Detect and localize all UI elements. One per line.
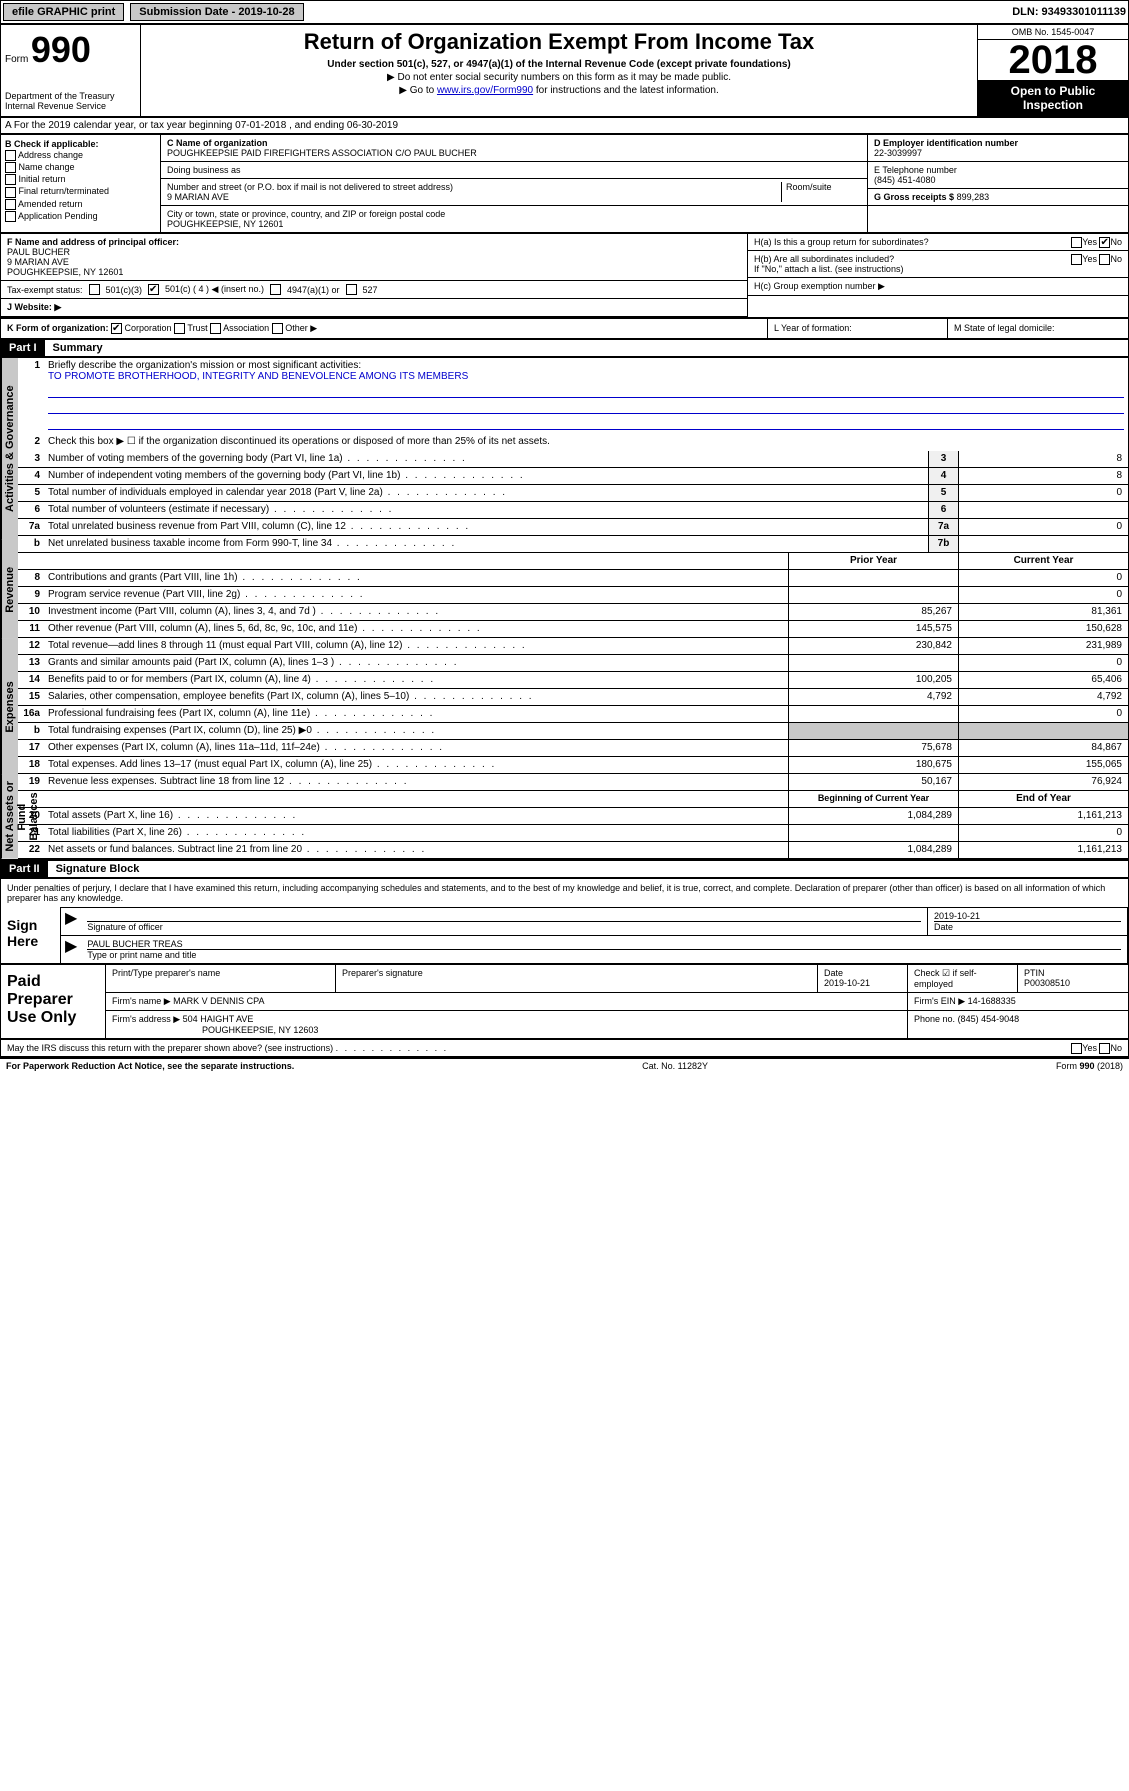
- signature-block: Under penalties of perjury, I declare th…: [0, 878, 1129, 964]
- part1-header: Part I Summary: [0, 339, 1129, 357]
- summary-line: 19Revenue less expenses. Subtract line 1…: [18, 774, 1128, 791]
- form-note-1: ▶ Do not enter social security numbers o…: [145, 72, 973, 83]
- dln: DLN: 93493301011139: [1012, 6, 1126, 18]
- dept-treasury: Department of the Treasury: [5, 91, 136, 101]
- open-public-badge: Open to Public Inspection: [978, 80, 1128, 116]
- sign-here-label: Sign Here: [1, 907, 61, 963]
- side-governance: Activities & Governance: [1, 358, 18, 540]
- ptin: P00308510: [1024, 978, 1122, 988]
- sig-date: 2019-10-21: [934, 911, 1121, 921]
- prep-date: 2019-10-21: [824, 978, 901, 988]
- summary-line: 6Total number of volunteers (estimate if…: [18, 502, 1128, 519]
- section-a: A For the 2019 calendar year, or tax yea…: [0, 117, 1129, 134]
- part2-header: Part II Signature Block: [0, 860, 1129, 878]
- box-b: B Check if applicable: Address change Na…: [1, 135, 161, 232]
- summary-line: 22Net assets or fund balances. Subtract …: [18, 842, 1128, 859]
- firm-phone: (845) 454-9048: [958, 1014, 1020, 1024]
- summary-line: 20Total assets (Part X, line 16)1,084,28…: [18, 808, 1128, 825]
- summary-line: 4Number of independent voting members of…: [18, 468, 1128, 485]
- summary-line: bTotal fundraising expenses (Part IX, co…: [18, 723, 1128, 740]
- info-grid: B Check if applicable: Address change Na…: [0, 134, 1129, 233]
- gross-receipts: 899,283: [957, 192, 990, 202]
- summary-line: 8Contributions and grants (Part VIII, li…: [18, 570, 1128, 587]
- summary-line: bNet unrelated business taxable income f…: [18, 536, 1128, 553]
- org-city: POUGHKEEPSIE, NY 12601: [167, 219, 861, 229]
- summary-line: 3Number of voting members of the governi…: [18, 451, 1128, 468]
- fh-grid: F Name and address of principal officer:…: [0, 233, 1129, 318]
- form-header: Form 990 Department of the Treasury Inte…: [0, 24, 1129, 117]
- form-title: Return of Organization Exempt From Incom…: [145, 29, 973, 55]
- summary-line: 9Program service revenue (Part VIII, lin…: [18, 587, 1128, 604]
- tax-year: 2018: [978, 40, 1128, 80]
- form-prefix: Form: [5, 54, 28, 65]
- box-de: D Employer identification number 22-3039…: [868, 135, 1128, 232]
- summary-line: 12Total revenue—add lines 8 through 11 (…: [18, 638, 1128, 655]
- summary-line: 7aTotal unrelated business revenue from …: [18, 519, 1128, 536]
- summary-line: 10Investment income (Part VIII, column (…: [18, 604, 1128, 621]
- org-name: POUGHKEEPSIE PAID FIREFIGHTERS ASSOCIATI…: [167, 148, 861, 158]
- summary-line: 17Other expenses (Part IX, column (A), l…: [18, 740, 1128, 757]
- summary-line: 5Total number of individuals employed in…: [18, 485, 1128, 502]
- summary-line: 13Grants and similar amounts paid (Part …: [18, 655, 1128, 672]
- top-bar: efile GRAPHIC print Submission Date - 20…: [0, 0, 1129, 24]
- form990-link[interactable]: www.irs.gov/Form990: [437, 85, 533, 96]
- summary-line: 21Total liabilities (Part X, line 26)0: [18, 825, 1128, 842]
- officer-name: PAUL BUCHER: [7, 247, 741, 257]
- side-revenue: Revenue: [1, 540, 18, 639]
- firm-ein: 14-1688335: [968, 996, 1016, 1006]
- mission-text: TO PROMOTE BROTHERHOOD, INTEGRITY AND BE…: [48, 371, 468, 382]
- org-address: 9 MARIAN AVE: [167, 192, 781, 202]
- firm-address: 504 HAIGHT AVE: [183, 1014, 254, 1024]
- firm-name: MARK V DENNIS CPA: [173, 996, 264, 1006]
- form-note-2: ▶ Go to www.irs.gov/Form990 for instruct…: [145, 85, 973, 96]
- footer: For Paperwork Reduction Act Notice, see …: [0, 1057, 1129, 1073]
- discuss-row: May the IRS discuss this return with the…: [0, 1039, 1129, 1057]
- klm-row: K Form of organization: Corporation Trus…: [0, 318, 1129, 339]
- paid-preparer: Paid Preparer Use Only Print/Type prepar…: [0, 964, 1129, 1039]
- summary-table: Activities & Governance Revenue Expenses…: [0, 357, 1129, 860]
- officer-print-name: PAUL BUCHER TREAS: [87, 939, 1121, 949]
- summary-line: 18Total expenses. Add lines 13–17 (must …: [18, 757, 1128, 774]
- ein: 22-3039997: [874, 148, 1122, 158]
- submission-date: Submission Date - 2019-10-28: [130, 3, 303, 21]
- summary-line: 14Benefits paid to or for members (Part …: [18, 672, 1128, 689]
- side-net: Net Assets or Fund Balances: [1, 775, 18, 859]
- irs-label: Internal Revenue Service: [5, 101, 136, 111]
- box-c: C Name of organization POUGHKEEPSIE PAID…: [161, 135, 868, 232]
- summary-line: 11Other revenue (Part VIII, column (A), …: [18, 621, 1128, 638]
- phone: (845) 451-4080: [874, 175, 1122, 185]
- efile-button[interactable]: efile GRAPHIC print: [3, 3, 124, 21]
- summary-line: 16aProfessional fundraising fees (Part I…: [18, 706, 1128, 723]
- side-expenses: Expenses: [1, 639, 18, 776]
- form-subtitle: Under section 501(c), 527, or 4947(a)(1)…: [145, 59, 973, 70]
- summary-line: 15Salaries, other compensation, employee…: [18, 689, 1128, 706]
- website-row: J Website: ▶: [1, 299, 747, 317]
- form-number: 990: [31, 29, 91, 70]
